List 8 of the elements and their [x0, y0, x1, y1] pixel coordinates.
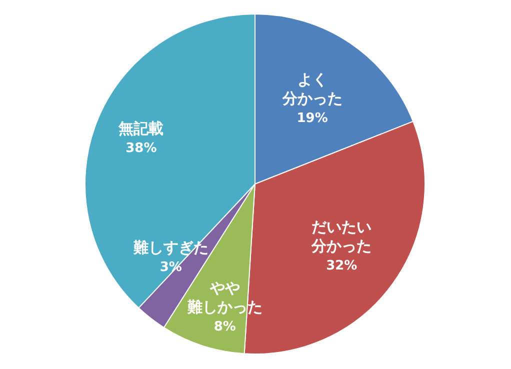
data-label: 32%	[326, 258, 358, 274]
slice-label: 無記載	[118, 120, 164, 138]
slice-label: だいたい分かった	[310, 218, 372, 256]
slice-label: よく分かった	[281, 70, 342, 108]
data-label: 19%	[296, 111, 328, 126]
slice-label: やや難しかった	[186, 278, 262, 316]
data-label: 38%	[126, 140, 157, 156]
data-label: 8%	[214, 319, 236, 334]
